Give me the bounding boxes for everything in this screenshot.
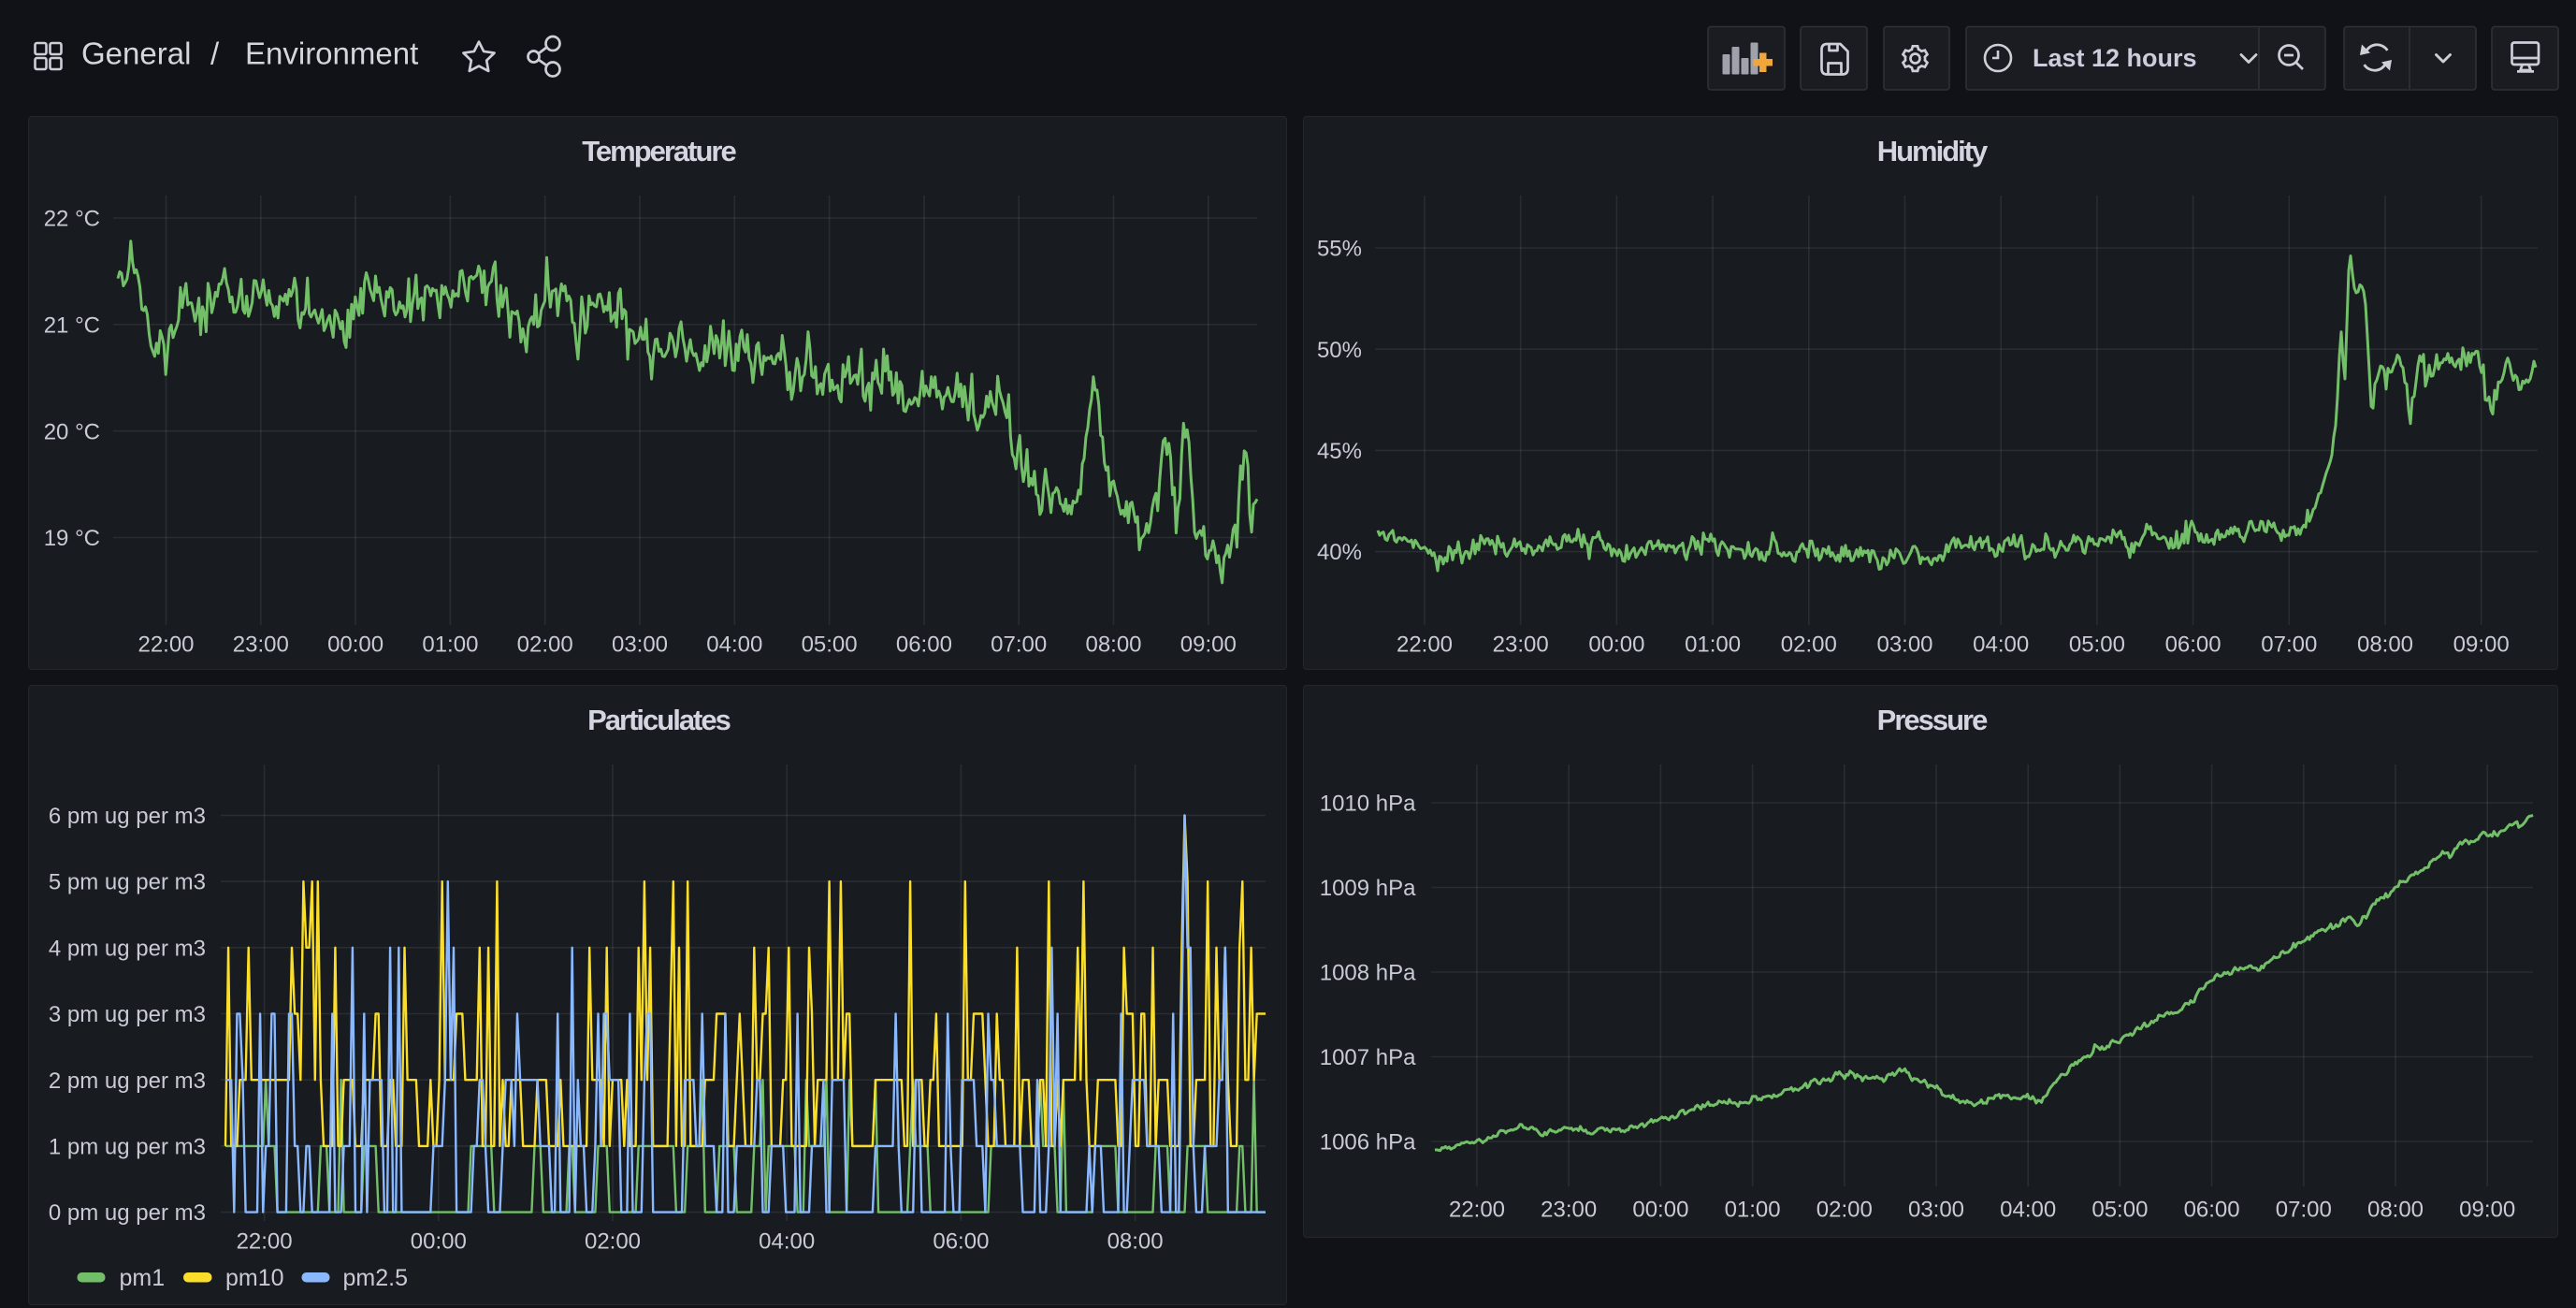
svg-text:23:00: 23:00 [1541,1198,1597,1223]
svg-text:21 °C: 21 °C [44,312,100,338]
svg-text:06:00: 06:00 [933,1229,989,1255]
svg-text:03:00: 03:00 [612,632,668,658]
svg-text:1009 hPa: 1009 hPa [1320,876,1416,901]
svg-text:04:00: 04:00 [2000,1198,2056,1223]
svg-text:22 °C: 22 °C [44,207,100,232]
svg-text:04:00: 04:00 [706,632,762,658]
svg-text:01:00: 01:00 [1685,632,1741,658]
svg-text:Particulates: Particulates [587,704,731,736]
svg-text:00:00: 00:00 [1632,1198,1688,1223]
svg-text:3 pm ug per m3: 3 pm ug per m3 [49,1002,206,1027]
svg-text:50%: 50% [1317,338,1362,363]
svg-text:00:00: 00:00 [411,1229,467,1255]
svg-text:22:00: 22:00 [237,1229,293,1255]
svg-text:05:00: 05:00 [802,632,858,658]
svg-text:pm1: pm1 [120,1265,166,1291]
svg-text:23:00: 23:00 [233,632,289,658]
svg-text:08:00: 08:00 [1107,1229,1164,1255]
svg-text:01:00: 01:00 [1725,1198,1781,1223]
svg-text:23:00: 23:00 [1493,632,1549,658]
svg-text:04:00: 04:00 [759,1229,815,1255]
svg-text:07:00: 07:00 [2261,632,2317,658]
svg-text:08:00: 08:00 [2357,632,2413,658]
svg-text:55%: 55% [1317,237,1362,262]
svg-text:03:00: 03:00 [1876,632,1932,658]
svg-text:Environment: Environment [245,36,418,71]
svg-text:22:00: 22:00 [1449,1198,1505,1223]
svg-text:0 pm ug per m3: 0 pm ug per m3 [49,1200,206,1226]
svg-text:09:00: 09:00 [1180,632,1237,658]
svg-text:03:00: 03:00 [1908,1198,1964,1223]
svg-text:06:00: 06:00 [2165,632,2221,658]
svg-text:Last 12 hours: Last 12 hours [2033,44,2197,72]
svg-text:20 °C: 20 °C [44,419,100,444]
svg-text:09:00: 09:00 [2453,632,2510,658]
svg-text:22:00: 22:00 [137,632,194,658]
svg-text:02:00: 02:00 [1781,632,1837,658]
svg-text:Pressure: Pressure [1877,704,1988,736]
svg-text:1 pm ug per m3: 1 pm ug per m3 [49,1135,206,1160]
svg-text:1007 hPa: 1007 hPa [1320,1045,1416,1070]
svg-text:pm10: pm10 [225,1265,284,1291]
svg-text:04:00: 04:00 [1973,632,2029,658]
svg-text:02:00: 02:00 [517,632,573,658]
svg-text:1006 hPa: 1006 hPa [1320,1130,1416,1155]
svg-text:07:00: 07:00 [991,632,1047,658]
svg-text:45%: 45% [1317,439,1362,464]
svg-text:05:00: 05:00 [2091,1198,2148,1223]
svg-text:1010 hPa: 1010 hPa [1320,792,1416,817]
svg-text:07:00: 07:00 [2276,1198,2332,1223]
svg-text:5 pm ug per m3: 5 pm ug per m3 [49,870,206,895]
svg-text:06:00: 06:00 [2184,1198,2240,1223]
svg-text:00:00: 00:00 [327,632,384,658]
svg-text:6 pm ug per m3: 6 pm ug per m3 [49,804,206,829]
svg-text:02:00: 02:00 [585,1229,641,1255]
svg-text:01:00: 01:00 [422,632,478,658]
svg-text:40%: 40% [1317,540,1362,565]
svg-text:02:00: 02:00 [1816,1198,1873,1223]
svg-text:Humidity: Humidity [1877,135,1989,167]
svg-text:08:00: 08:00 [1085,632,1141,658]
svg-text:pm2.5: pm2.5 [343,1265,408,1291]
svg-text:00:00: 00:00 [1588,632,1644,658]
svg-text:1008 hPa: 1008 hPa [1320,961,1416,986]
svg-text:2 pm ug per m3: 2 pm ug per m3 [49,1068,206,1094]
svg-text:Temperature: Temperature [582,135,736,167]
svg-text:General: General [81,36,191,71]
svg-text:/: / [210,36,220,71]
svg-text:09:00: 09:00 [2459,1198,2515,1223]
svg-text:06:00: 06:00 [896,632,952,658]
svg-text:19 °C: 19 °C [44,526,100,551]
svg-text:4 pm ug per m3: 4 pm ug per m3 [49,936,206,961]
svg-text:22:00: 22:00 [1397,632,1453,658]
svg-text:05:00: 05:00 [2069,632,2125,658]
svg-text:08:00: 08:00 [2367,1198,2424,1223]
